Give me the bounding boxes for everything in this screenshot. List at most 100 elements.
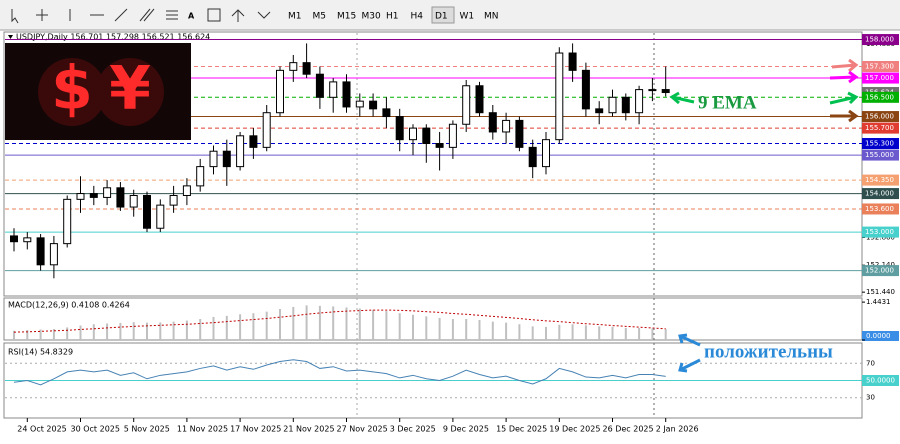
candle-body — [169, 194, 178, 206]
macd-bar — [372, 309, 375, 340]
candle-body — [555, 52, 564, 141]
level-label: 156.000 — [865, 113, 894, 121]
macd-bar — [252, 313, 255, 340]
candle-body — [182, 185, 191, 196]
x-tick-label: 3 Dec 2025 — [390, 425, 436, 434]
candle-body — [409, 127, 417, 141]
chart-title: RSI(14) 54.8329 — [8, 348, 73, 357]
timeframe-button[interactable]: W1 — [460, 12, 475, 22]
macd-chart: MACD(12,26,9) 0.4108 0.4264 1.4431 0.0000 — [8, 298, 899, 341]
x-tick-label: 19 Dec 2025 — [549, 425, 600, 434]
macd-window — [3, 297, 863, 341]
text-tool-icon[interactable]: A — [188, 12, 195, 21]
macd-bar — [465, 319, 468, 340]
candle-body — [76, 193, 85, 200]
y-tick-label: 151.440 — [866, 288, 895, 296]
timeframe-button[interactable]: H4 — [411, 12, 424, 22]
logo-glow — [96, 58, 164, 126]
timeframe-button[interactable]: M5 — [313, 12, 327, 22]
macd-bar — [132, 322, 135, 340]
macd-bar — [638, 327, 641, 340]
timeframe-button[interactable]: M15 — [337, 12, 356, 22]
candle-body — [276, 69, 284, 114]
arrow — [831, 58, 859, 73]
level-label-box — [862, 138, 899, 150]
macd-bar — [545, 326, 547, 340]
timeframe-button[interactable]: D1 — [435, 12, 448, 22]
chart-title: MACD(12,26,9) 0.4108 0.4264 — [8, 301, 130, 310]
arrow — [830, 109, 859, 123]
timeframe-button[interactable]: M30 — [362, 12, 381, 22]
timeframe-button[interactable]: M1 — [288, 12, 302, 22]
arrow-tool[interactable] — [231, 9, 245, 22]
cursor-tool[interactable] — [11, 9, 19, 24]
level-label: 155.700 — [865, 124, 894, 132]
candle-body — [542, 139, 550, 168]
macd-bar — [146, 322, 148, 340]
candle-body — [249, 135, 258, 148]
candle-body — [648, 89, 657, 92]
macd-bar — [119, 322, 122, 340]
candle-body — [129, 194, 138, 208]
level-label-box — [862, 149, 899, 161]
level-label: 158.000 — [865, 36, 894, 44]
macd-bar — [598, 326, 601, 340]
y-tick-label: 50.0000 — [866, 377, 895, 385]
macd-bar — [438, 317, 441, 340]
level-label-box — [862, 226, 899, 238]
candle-body — [395, 116, 404, 141]
level-label: 155.300 — [865, 140, 894, 148]
y-tick-label: 30 — [866, 394, 875, 402]
level-label-box — [862, 111, 899, 123]
timeframe-button[interactable]: MN — [484, 12, 499, 22]
macd-bar — [92, 324, 95, 340]
candle-body — [329, 81, 338, 98]
level-label-box — [862, 188, 899, 200]
x-tick-label: 2 Jan 2026 — [656, 425, 699, 434]
macd-bar — [265, 311, 268, 340]
macd-bar — [279, 309, 281, 340]
y-tick-label: 0.0000 — [866, 332, 891, 340]
label-tool[interactable] — [207, 8, 221, 22]
macd-bar — [13, 330, 15, 340]
x-tick-label: 26 Dec 2025 — [603, 425, 654, 434]
level-label-box — [862, 34, 899, 46]
price-chart: USDJPY,Daily 156.701 157.298 156.521 156… — [5, 33, 899, 434]
timeframe-button[interactable]: H1 — [386, 12, 399, 22]
x-tick-label: 11 Nov 2025 — [177, 425, 228, 434]
fibo-tool[interactable] — [166, 10, 178, 20]
macd-bar — [412, 314, 414, 340]
crosshair-tool[interactable] — [36, 9, 48, 21]
macd-bar — [225, 315, 228, 340]
level-label: 153.600 — [865, 205, 894, 213]
macd-bar — [39, 329, 42, 340]
macd-bar — [664, 329, 667, 340]
level-label: 155.000 — [865, 151, 894, 159]
macd-bar — [332, 306, 335, 340]
candle-body — [156, 204, 165, 229]
candle-body — [528, 146, 537, 168]
main-window — [3, 31, 863, 297]
level-label: 153.000 — [865, 228, 894, 236]
x-tick-label: 27 Nov 2025 — [337, 425, 388, 434]
arrow — [829, 91, 859, 105]
shapes-tool[interactable] — [257, 11, 271, 19]
candle-body — [475, 85, 484, 114]
level-label: 157.300 — [865, 63, 894, 71]
arrow — [669, 91, 695, 105]
channel-tool[interactable] — [139, 8, 155, 22]
candle-body — [315, 73, 324, 98]
candle-body — [10, 235, 18, 243]
macd-bar — [571, 324, 574, 340]
macd-bar — [531, 326, 534, 340]
macd-bar — [79, 325, 82, 340]
y-tick-box — [862, 375, 899, 386]
macd-bar — [26, 330, 29, 340]
annotation: 9 EMA — [698, 92, 757, 113]
macd-bar — [292, 306, 295, 340]
macd-bar — [66, 327, 69, 340]
trend-tool[interactable] — [114, 8, 128, 22]
macd-bar — [611, 326, 614, 340]
candle-body — [49, 243, 58, 266]
